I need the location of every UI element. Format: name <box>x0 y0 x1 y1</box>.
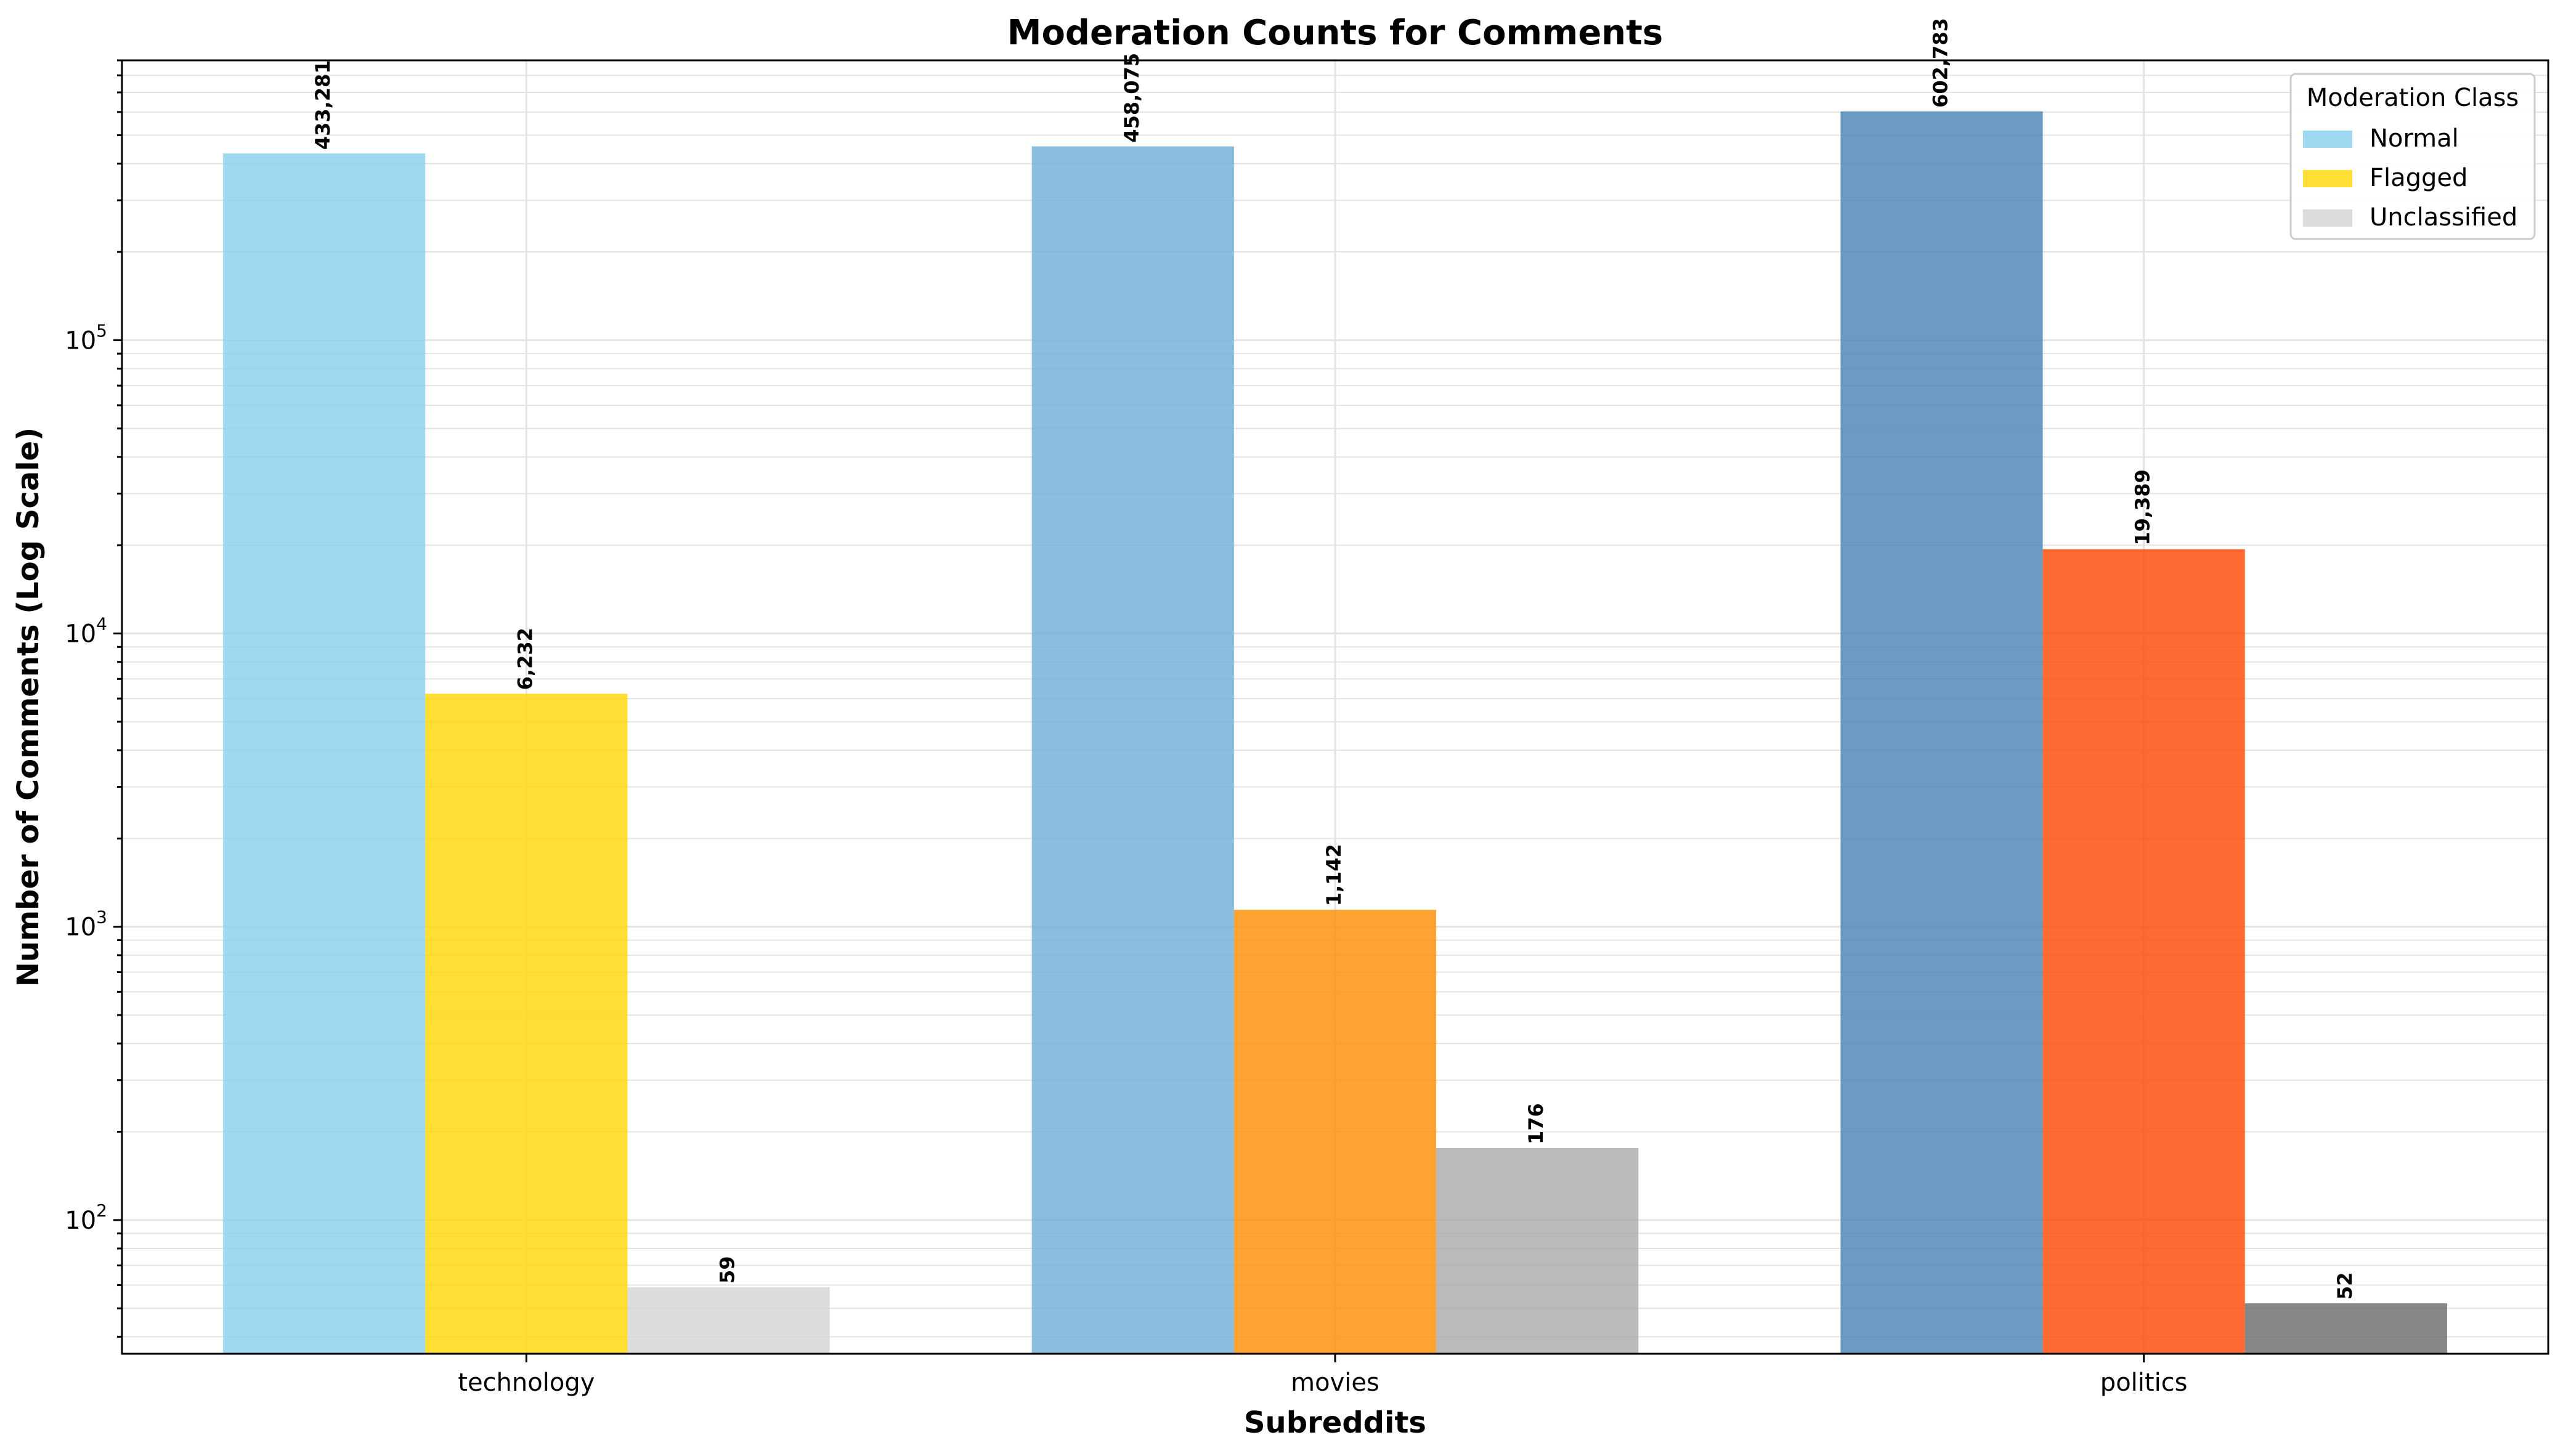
x-axis: technology movies politics <box>458 1354 2188 1397</box>
y-tick-base: 10 <box>65 326 96 355</box>
bars <box>223 111 2447 1354</box>
data-label: 458,075 <box>1120 53 1143 143</box>
legend-swatch <box>2303 209 2352 227</box>
chart-title: Moderation Counts for Comments <box>1007 13 1663 53</box>
data-label: 1,142 <box>1322 844 1346 906</box>
legend-box <box>2289 73 2536 240</box>
data-label: 176 <box>1524 1103 1548 1144</box>
data-label: 602,783 <box>1929 18 1952 108</box>
bar-flagged-technology <box>425 694 628 1354</box>
legend-label: Flagged <box>2370 164 2468 192</box>
y-tick-label: 103 <box>65 907 107 942</box>
bar-unclassified-technology <box>627 1287 830 1354</box>
x-axis-title: Subreddits <box>1244 1405 1426 1440</box>
data-label: 433,281 <box>311 60 335 150</box>
y-axis-title: Number of Comments (Log Scale) <box>11 427 46 987</box>
y-tick-exponent: 3 <box>96 907 107 928</box>
y-tick-label: 102 <box>65 1200 107 1235</box>
y-tick-exponent: 2 <box>96 1200 107 1221</box>
y-tick-base: 10 <box>65 913 96 942</box>
bar-normal-politics <box>1840 111 2043 1354</box>
data-label: 6,232 <box>513 628 537 690</box>
x-tick-label: technology <box>458 1369 595 1397</box>
legend-swatch <box>2303 131 2352 148</box>
y-tick-exponent: 5 <box>96 320 107 341</box>
y-tick-label: 104 <box>65 614 107 649</box>
y-tick-base: 10 <box>65 1207 96 1235</box>
data-label: 59 <box>716 1256 739 1284</box>
bar-normal-technology <box>223 153 426 1354</box>
legend-label: Unclassified <box>2370 203 2517 232</box>
legend-label: Normal <box>2370 124 2459 153</box>
bar-unclassified-politics <box>2244 1303 2447 1354</box>
legend-swatch <box>2303 170 2352 187</box>
bar-unclassified-movies <box>1436 1147 1639 1354</box>
x-tick-label: movies <box>1291 1369 1379 1397</box>
y-tick-label: 105 <box>65 320 107 355</box>
data-label: 52 <box>2333 1272 2357 1300</box>
data-label: 19,389 <box>2131 469 2155 545</box>
x-tick-label: politics <box>2100 1369 2188 1397</box>
data-labels: 433,281 6,232 59 458,075 1,142 176 602,783 19,3… <box>311 18 2357 1300</box>
bar-flagged-movies <box>1233 910 1437 1354</box>
y-tick-exponent: 4 <box>96 614 107 634</box>
legend-title: Moderation Class <box>2307 84 2519 112</box>
bar-flagged-politics <box>2042 549 2245 1354</box>
bar-normal-movies <box>1031 146 1234 1354</box>
y-tick-base: 10 <box>65 620 96 649</box>
legend: Moderation Class Normal Flagged Unclassifi… <box>2289 73 2536 240</box>
